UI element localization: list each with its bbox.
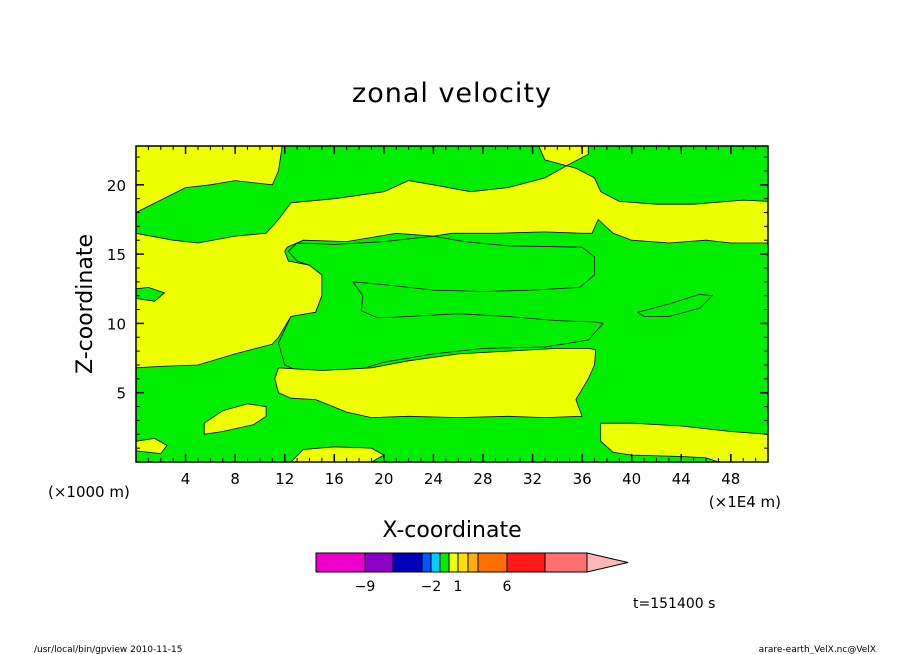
colorbar-box — [439, 552, 450, 573]
x-tick-label: 40 — [622, 470, 641, 488]
contour-region-positive — [600, 422, 768, 462]
time-annotation: t=151400 s — [633, 596, 715, 612]
y-axis-label: Z-coordinate — [73, 234, 98, 374]
x-axis-label: X-coordinate — [382, 518, 521, 543]
contour-region-positive — [290, 446, 385, 462]
x-unit-left: (×1000 m) — [48, 483, 130, 501]
x-tick-label: 44 — [672, 470, 691, 488]
x-tick-label: 24 — [424, 470, 443, 488]
y-tick-label: 10 — [107, 315, 126, 333]
contour-region-negative — [636, 293, 714, 317]
x-tick-label: 16 — [325, 470, 344, 488]
colorbar-label: 6 — [503, 579, 512, 595]
plot-frame — [135, 145, 769, 463]
y-tick-labels: 5 10 15 20 — [107, 177, 126, 403]
colorbar — [315, 552, 629, 573]
x-tick-label: 12 — [275, 470, 294, 488]
x-tick-label: 28 — [473, 470, 492, 488]
colorbar-label: −2 — [421, 579, 442, 595]
colorbar-box — [448, 552, 459, 573]
x-tick-label: 48 — [721, 470, 740, 488]
colorbar-box — [477, 552, 508, 573]
colorbar-box — [421, 552, 432, 573]
x-tick-label: 32 — [523, 470, 542, 488]
contour-region-positive — [203, 403, 267, 435]
contour-region-positive — [274, 347, 597, 419]
contour-regions — [136, 146, 768, 462]
colorbar-label: −9 — [355, 579, 376, 595]
colorbar-box — [315, 552, 366, 573]
contour-region-negative — [136, 286, 166, 302]
colorbar-box — [457, 552, 469, 573]
footer-right: arare-earth_VelX.nc@VelX — [759, 645, 876, 654]
y-tick-label: 20 — [107, 177, 126, 195]
y-tick-label: 5 — [116, 385, 126, 403]
colorbar-box — [430, 552, 441, 573]
colorbar-label: 1 — [454, 579, 463, 595]
colorbar-box — [506, 552, 546, 573]
chart-title: zonal velocity — [352, 78, 552, 109]
colorbar-box — [364, 552, 394, 573]
footer-left: /usr/local/bin/gpview 2010-11-15 — [34, 645, 182, 654]
contour-region-negative — [278, 235, 604, 374]
colorbar-box — [544, 552, 588, 573]
x-tick-labels: 4 8 12 16 20 24 28 32 36 40 44 48 — [181, 470, 741, 488]
y-tick-label: 15 — [107, 246, 126, 264]
colorbar-arrow — [586, 552, 629, 573]
colorbar-box — [392, 552, 423, 573]
axis-ticks — [136, 146, 768, 462]
colorbar-box — [467, 552, 479, 573]
contour-region-positive — [136, 437, 168, 455]
x-tick-label: 20 — [374, 470, 393, 488]
x-tick-label: 4 — [181, 470, 191, 488]
x-tick-label: 36 — [573, 470, 592, 488]
x-tick-label: 8 — [230, 470, 240, 488]
x-unit-right: (×1E4 m) — [709, 493, 781, 511]
colorbar-labels: −9 −2 1 6 — [355, 579, 512, 595]
contour-region-positive — [136, 146, 283, 213]
